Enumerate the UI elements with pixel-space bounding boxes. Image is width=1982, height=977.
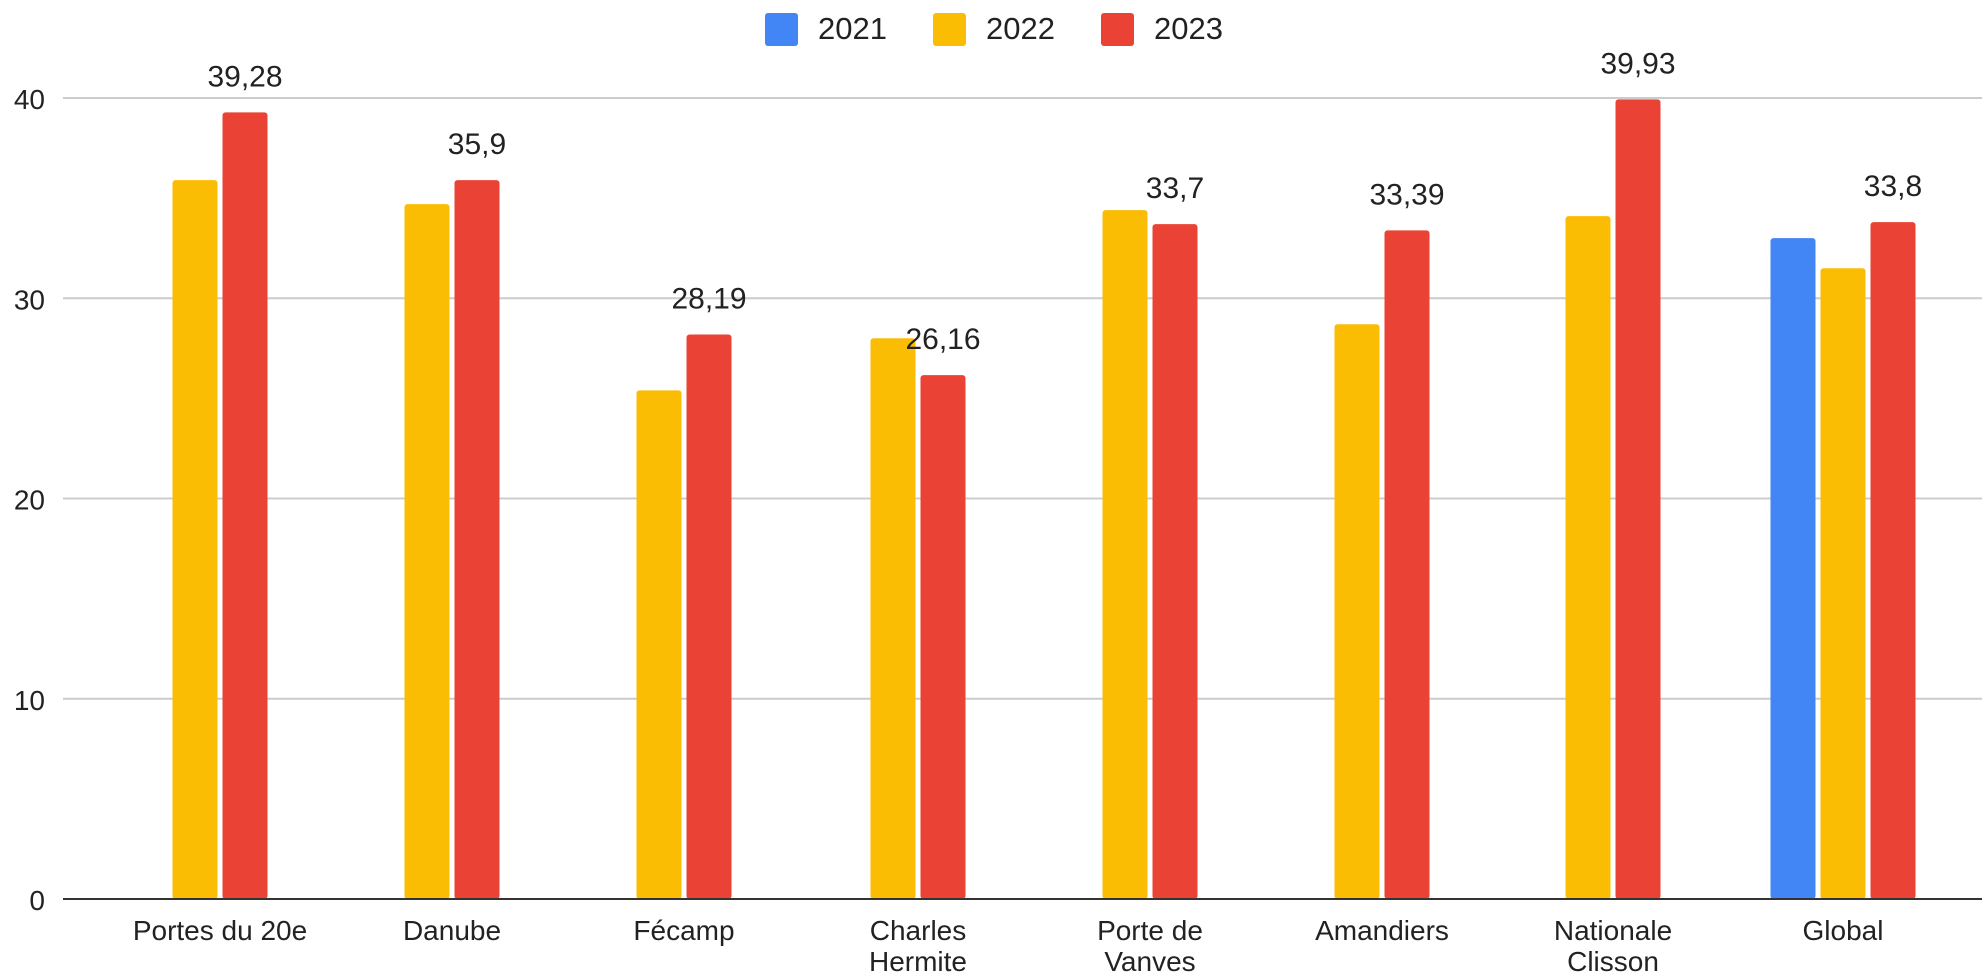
bar-2022 [404, 204, 450, 899]
y-tick-label: 20 [14, 485, 45, 516]
bar-2021 [1770, 238, 1816, 900]
data-label: 33,8 [1864, 170, 1922, 203]
bar-2023 [1152, 224, 1198, 900]
legend-item-2023[interactable]: 2023 [1101, 11, 1223, 46]
legend-swatch-2021 [765, 12, 798, 46]
legend-item-2021[interactable]: 2021 [765, 11, 887, 46]
bar-2023 [686, 334, 732, 899]
x-tick-label: Amandiers [1315, 915, 1449, 946]
legend-item-2022[interactable]: 2022 [933, 11, 1055, 46]
x-tick-label: Vanves [1104, 946, 1195, 977]
x-tick-label: Global [1803, 915, 1884, 946]
x-tick-label: Danube [403, 915, 501, 946]
bar-2023 [454, 180, 500, 900]
bar-2022 [172, 180, 218, 900]
bar-2023 [920, 375, 966, 899]
legend-label-2023: 2023 [1154, 11, 1223, 46]
bar-2022 [636, 390, 682, 899]
y-tick-label: 10 [14, 685, 45, 716]
data-label: 39,28 [207, 60, 282, 93]
bar-2023 [1870, 222, 1916, 899]
x-tick-label: Porte de [1097, 915, 1203, 946]
data-label: 33,7 [1146, 172, 1204, 205]
legend-swatch-2022 [933, 12, 966, 46]
data-label: 35,9 [448, 128, 506, 161]
bar-2023 [1384, 230, 1430, 900]
bar-2023 [222, 112, 268, 900]
bar-2022 [1334, 324, 1380, 900]
legend-label-2022: 2022 [986, 11, 1055, 46]
x-tick-label: Fécamp [633, 915, 734, 946]
bar-2022 [1820, 268, 1866, 899]
bar-2022 [1102, 210, 1148, 899]
data-label: 33,39 [1369, 178, 1444, 211]
data-label: 26,16 [905, 323, 980, 356]
bar-2022 [870, 338, 916, 899]
y-tick-label: 0 [29, 885, 45, 916]
legend-swatch-2023 [1101, 12, 1134, 46]
x-tick-label: Portes du 20e [133, 915, 307, 946]
x-tick-label: Nationale [1554, 915, 1672, 946]
x-tick-label: Hermite [869, 946, 967, 977]
data-label: 28,19 [671, 282, 746, 315]
legend-label-2021: 2021 [818, 11, 887, 46]
y-tick-label: 30 [14, 284, 45, 315]
chart-legend: 2021 2022 2023 [0, 0, 1982, 60]
bar-2023 [1615, 99, 1661, 900]
x-tick-label: Clisson [1567, 946, 1659, 977]
bar-2022 [1565, 216, 1611, 899]
y-tick-label: 40 [14, 84, 45, 115]
data-label: 39,93 [1600, 47, 1675, 80]
x-tick-label: Charles [870, 915, 966, 946]
